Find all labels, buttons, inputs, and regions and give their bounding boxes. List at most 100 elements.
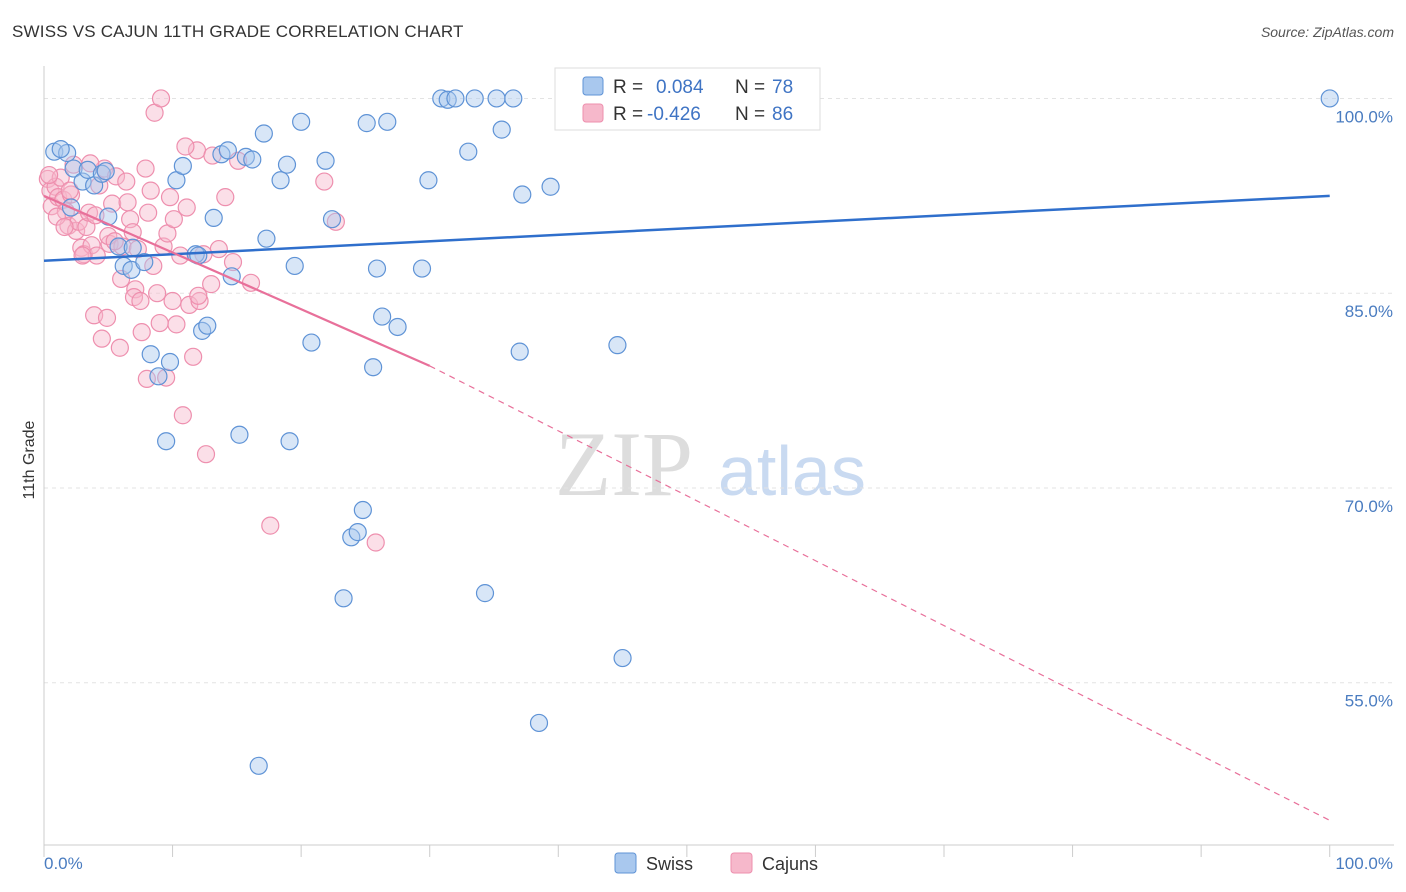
- swiss-point: [254, 124, 273, 143]
- cajun-point: [176, 137, 195, 156]
- swiss-point: [322, 210, 342, 229]
- x-tick-labels: 0.0% 100.0%: [44, 854, 1393, 873]
- swiss-point: [230, 425, 249, 444]
- y-tick-label: 100.0%: [1335, 107, 1393, 126]
- swiss-point: [504, 89, 523, 108]
- legend-n-label-cajun: N =: [735, 104, 765, 125]
- cajun-point: [177, 198, 196, 217]
- swiss-point: [334, 589, 353, 608]
- swiss-point: [613, 648, 632, 668]
- swiss-point: [198, 316, 217, 335]
- y-tick-label: 55.0%: [1345, 692, 1393, 711]
- swiss-point: [51, 139, 70, 159]
- cajun-point: [315, 172, 334, 191]
- legend-r-value-cajun: -0.426: [647, 104, 701, 125]
- swiss-point: [271, 171, 290, 190]
- legend-r-value-swiss: 0.084: [656, 77, 704, 98]
- swiss-point: [109, 237, 128, 256]
- cajun-point: [189, 286, 208, 305]
- cajun-point: [136, 159, 155, 178]
- swiss-point: [608, 336, 627, 355]
- swiss-point: [432, 89, 451, 108]
- cajun-point: [173, 406, 192, 425]
- y-tick-label: 70.0%: [1345, 497, 1393, 516]
- swiss-point: [173, 156, 192, 176]
- cajun-point: [151, 89, 171, 108]
- cajun-trend-line: [43, 194, 431, 367]
- swiss-point: [64, 159, 83, 178]
- cajun-point: [148, 284, 167, 303]
- swiss-point: [513, 185, 532, 204]
- y-tick-label: 85.0%: [1345, 302, 1393, 321]
- cajun-point: [126, 280, 145, 299]
- cajun-point: [202, 275, 221, 294]
- swiss-point: [123, 238, 142, 257]
- cajun-point: [40, 165, 59, 185]
- swiss-point: [1320, 89, 1339, 108]
- swiss-point: [367, 259, 387, 278]
- legend-n-label-swiss: N =: [735, 77, 765, 98]
- cajun-point: [139, 203, 158, 222]
- swiss-point: [302, 333, 321, 352]
- swiss-point: [419, 171, 438, 190]
- bottom-legend-swatch-cajun: [730, 852, 753, 874]
- cajun-point: [144, 256, 163, 276]
- cajun-point: [216, 188, 235, 207]
- cajun-point: [118, 193, 137, 212]
- watermark-atlas: atlas: [718, 432, 866, 510]
- cajun-point: [92, 329, 111, 348]
- swiss-point: [465, 89, 484, 108]
- cajun-point: [223, 252, 243, 272]
- swiss-point: [541, 177, 560, 196]
- watermark: ZIP atlas: [555, 413, 866, 515]
- legend-n-value-swiss: 78: [772, 77, 793, 98]
- swiss-point: [378, 112, 397, 131]
- source-credit: Source: ZipAtlas.com: [1260, 24, 1394, 40]
- swiss-point: [149, 367, 168, 386]
- legend-r-label-swiss: R =: [613, 77, 643, 98]
- swiss-point: [446, 89, 465, 108]
- swiss-point: [218, 141, 237, 160]
- gridlines: [44, 97, 1394, 684]
- legend-n-value-cajun: 86: [772, 104, 793, 125]
- swiss-points: [45, 89, 1339, 775]
- bottom-legend-swatch-swiss: [614, 852, 637, 874]
- swiss-point: [292, 112, 311, 131]
- chart-title: SWISS VS CAJUN 11TH GRADE CORRELATION CH…: [12, 22, 464, 41]
- cajun-point: [137, 369, 156, 388]
- cajun-point: [209, 239, 228, 259]
- cajun-point: [87, 246, 106, 265]
- swiss-point: [73, 172, 92, 191]
- swiss-point: [204, 208, 223, 228]
- swiss-point: [193, 321, 212, 340]
- swiss-point: [487, 89, 506, 108]
- trend-lines: [43, 194, 1330, 821]
- cajun-point: [150, 313, 169, 333]
- swiss-point: [373, 307, 392, 326]
- swiss-point: [438, 90, 457, 109]
- cajun-point: [261, 516, 280, 535]
- cajun-point: [131, 291, 150, 311]
- swiss-point: [280, 432, 299, 451]
- swiss-point: [388, 317, 407, 337]
- correlation-legend: R = 0.084 N = 78 R = -0.426 N = 86: [554, 67, 821, 131]
- bottom-legend-swiss: Swiss: [646, 854, 693, 874]
- swiss-point: [141, 345, 160, 364]
- cajun-point: [164, 210, 183, 229]
- swiss-point: [529, 713, 549, 733]
- legend-swatch-swiss: [582, 76, 604, 96]
- swiss-point: [316, 151, 335, 170]
- y-axis-label: 11th Grade: [21, 420, 38, 499]
- watermark-zip: ZIP: [555, 413, 693, 515]
- cajun-point: [163, 291, 182, 311]
- swiss-point: [357, 114, 376, 133]
- cajun-point: [141, 181, 160, 200]
- swiss-point: [78, 160, 97, 179]
- swiss-point: [249, 756, 268, 775]
- swiss-point: [157, 432, 176, 451]
- cajun-point: [51, 168, 70, 187]
- cajun-point: [73, 246, 92, 265]
- cajun-point: [117, 172, 136, 191]
- swiss-trend-line: [43, 194, 1330, 262]
- x-tick-label-min: 0.0%: [44, 854, 83, 873]
